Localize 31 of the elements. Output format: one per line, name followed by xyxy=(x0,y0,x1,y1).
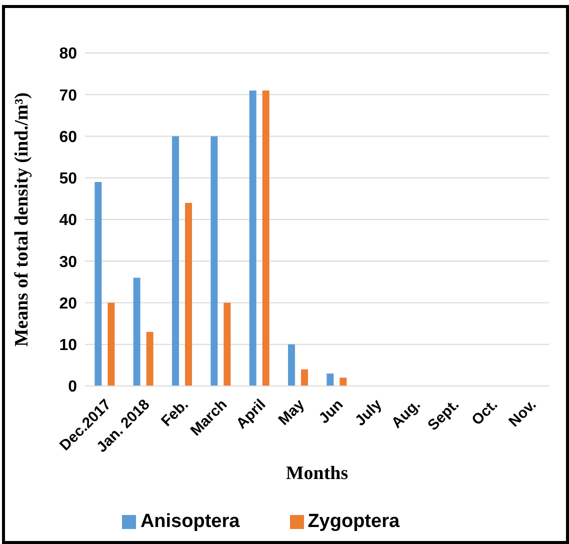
bar xyxy=(262,90,270,386)
y-tick-label: 70 xyxy=(59,87,78,104)
x-tick-label: Aug. xyxy=(388,396,424,432)
y-tick-label: 60 xyxy=(59,128,78,146)
x-tick-label: Oct. xyxy=(468,396,502,429)
bar xyxy=(133,278,140,386)
bar xyxy=(94,182,102,386)
y-tick-label: 20 xyxy=(59,295,78,312)
bar xyxy=(340,378,347,386)
bar xyxy=(326,374,334,386)
x-tick-label: Nov. xyxy=(506,396,540,430)
bar xyxy=(249,90,256,386)
bar xyxy=(108,302,115,386)
bar xyxy=(224,302,231,386)
y-axis-title: Means of total density (ind./m³) xyxy=(12,92,33,347)
legend-label: Anisoptera xyxy=(140,511,240,532)
y-tick-label: 10 xyxy=(59,337,78,354)
bar xyxy=(146,332,154,386)
y-tick-label: 40 xyxy=(59,212,78,230)
x-tick-label: Jun xyxy=(316,396,347,428)
bar xyxy=(210,136,218,386)
y-tick-label: 80 xyxy=(59,46,78,63)
y-tick-label: 50 xyxy=(59,170,78,188)
y-tick-label: 30 xyxy=(59,254,78,271)
bar xyxy=(172,136,179,386)
x-axis-title: Months xyxy=(286,463,348,484)
bar xyxy=(185,202,192,386)
bar xyxy=(301,369,308,386)
legend-label: Zygoptera xyxy=(308,511,400,532)
y-tick-label: 0 xyxy=(68,378,78,396)
bar xyxy=(288,344,295,386)
